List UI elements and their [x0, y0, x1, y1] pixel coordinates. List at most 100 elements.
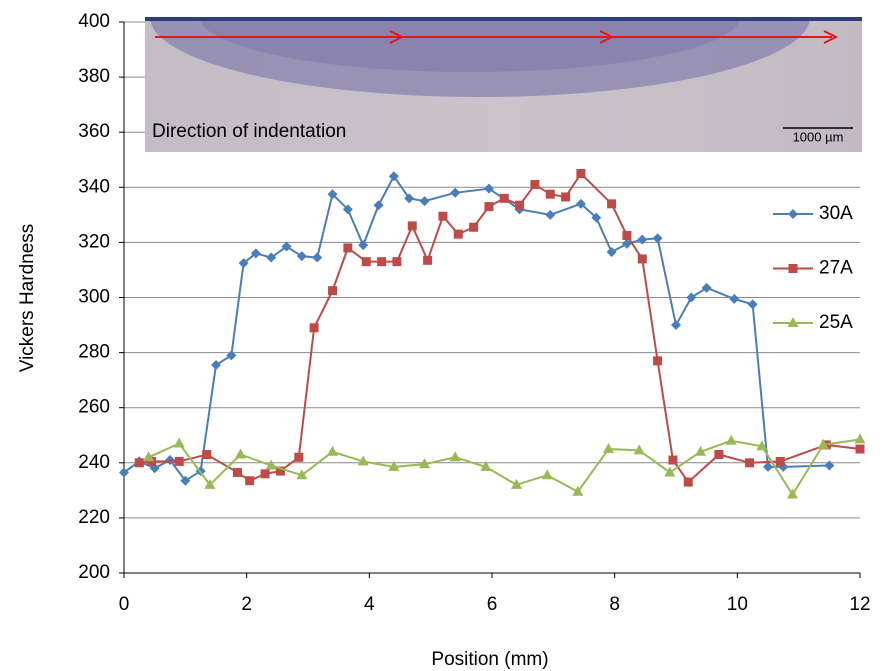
marker	[747, 299, 758, 310]
arrow-head	[389, 30, 405, 44]
marker	[226, 350, 237, 361]
marker	[633, 444, 645, 455]
marker	[621, 238, 632, 249]
marker	[484, 202, 494, 212]
marker	[575, 198, 586, 209]
marker	[392, 257, 402, 267]
marker	[165, 455, 175, 466]
annotation: Direction of indentation	[152, 121, 346, 142]
marker	[361, 257, 371, 267]
marker	[787, 488, 799, 499]
marker	[238, 258, 249, 269]
x-tick-label: 4	[364, 594, 375, 615]
marker	[419, 196, 430, 207]
y-tick-label: 300	[78, 287, 110, 308]
marker	[309, 323, 319, 333]
marker	[296, 469, 308, 480]
arrow-head	[823, 30, 839, 44]
legend-label: 27A	[819, 258, 853, 279]
marker	[453, 229, 463, 239]
marker	[725, 434, 737, 445]
marker	[245, 476, 255, 486]
x-tick-label: 2	[241, 594, 252, 615]
marker	[606, 247, 617, 258]
marker	[211, 359, 221, 370]
marker	[695, 445, 707, 456]
marker	[561, 192, 571, 202]
marker	[275, 466, 285, 476]
weld-core	[200, 17, 740, 72]
top-edge	[145, 17, 862, 21]
marker	[327, 445, 339, 456]
marker	[449, 451, 461, 462]
marker	[235, 448, 247, 459]
marker	[668, 455, 678, 465]
marker	[637, 254, 647, 264]
marker	[775, 456, 785, 466]
marker	[294, 452, 304, 462]
marker	[671, 320, 681, 331]
marker	[855, 444, 865, 454]
marker	[438, 211, 448, 221]
marker	[499, 193, 509, 203]
marker	[296, 251, 307, 262]
marker	[404, 193, 415, 204]
y-tick-label: 380	[78, 66, 110, 87]
marker	[419, 458, 431, 469]
marker	[174, 456, 184, 466]
marker	[358, 240, 369, 251]
series-line	[148, 438, 861, 497]
marker	[714, 450, 724, 460]
marker	[342, 204, 353, 215]
marker	[373, 200, 384, 211]
y-tick-label: 360	[78, 121, 110, 142]
marker	[202, 450, 212, 460]
marker	[281, 241, 292, 252]
marker	[328, 286, 338, 296]
marker	[572, 485, 584, 496]
marker	[756, 440, 768, 451]
marker	[530, 180, 540, 190]
marker	[541, 469, 553, 480]
legend-marker	[788, 264, 798, 273]
y-tick-label: 400	[78, 11, 110, 32]
legend-label: 30A	[819, 203, 853, 224]
marker	[250, 248, 261, 259]
marker	[683, 477, 693, 487]
marker	[204, 478, 216, 489]
marker	[266, 252, 277, 263]
y-axis-label: Vickers Hardness	[17, 224, 38, 373]
marker	[701, 282, 712, 293]
marker	[377, 257, 387, 267]
x-tick-label: 6	[487, 594, 498, 615]
marker	[824, 460, 835, 471]
y-tick-label: 280	[78, 342, 110, 363]
marker	[260, 469, 270, 479]
marker	[603, 443, 615, 454]
marker	[622, 231, 632, 241]
x-tick-label: 10	[727, 594, 748, 615]
marker	[637, 234, 648, 245]
marker	[511, 478, 523, 489]
y-tick-label: 340	[78, 176, 110, 197]
marker	[591, 212, 602, 223]
x-axis-label: Position (mm)	[431, 649, 548, 670]
arrow-head	[599, 30, 615, 44]
marker	[607, 199, 617, 209]
marker	[327, 189, 338, 200]
marker	[480, 460, 492, 471]
marker	[450, 187, 461, 198]
marker	[357, 455, 369, 466]
legend-marker	[787, 317, 799, 327]
y-tick-label: 200	[78, 562, 110, 583]
marker	[173, 437, 185, 448]
marker	[817, 438, 829, 449]
marker	[343, 243, 353, 253]
marker	[576, 169, 586, 179]
y-tick-label: 220	[78, 507, 110, 528]
marker	[854, 433, 866, 444]
x-tick-label: 0	[119, 594, 130, 615]
marker	[143, 451, 155, 462]
legend-marker	[788, 209, 798, 219]
